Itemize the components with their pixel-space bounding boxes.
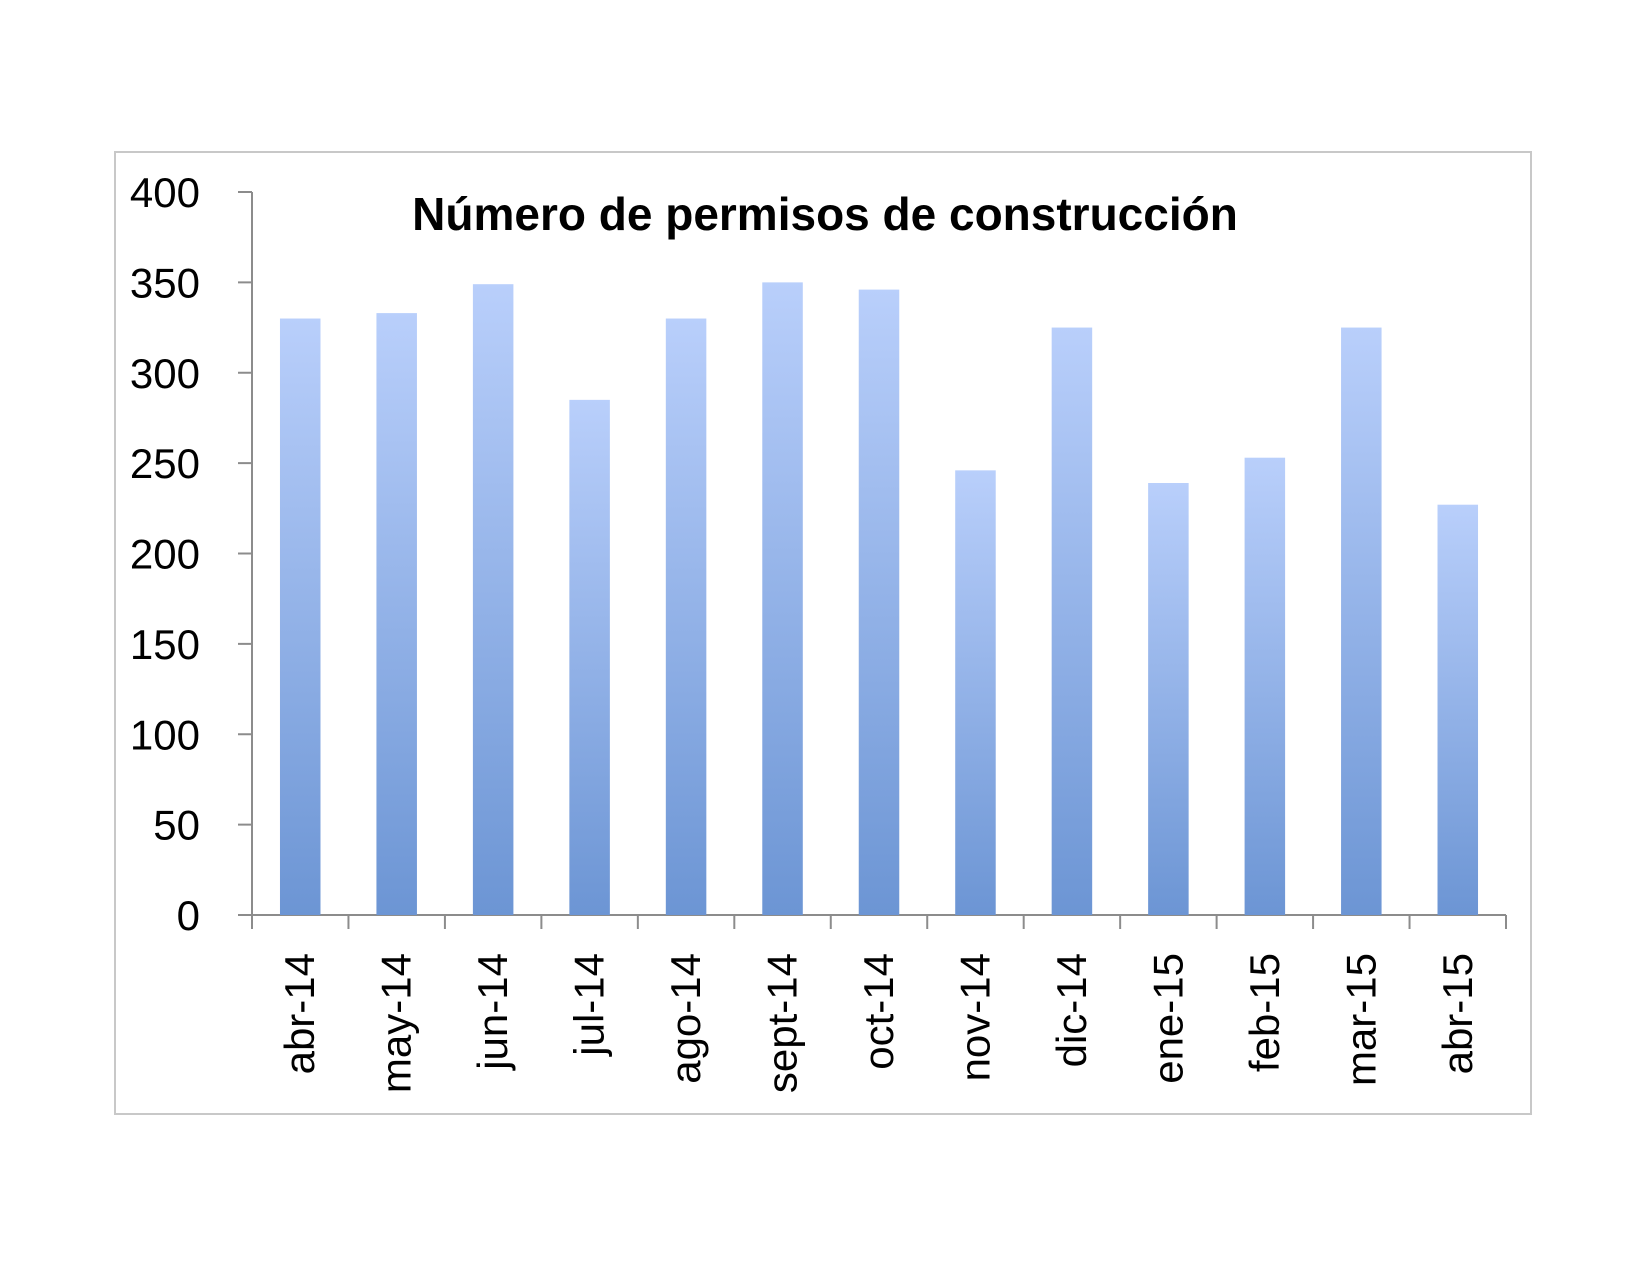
y-tick-label: 150: [130, 621, 200, 668]
x-tick-label: oct-14: [855, 953, 902, 1070]
bar-ago-14: [665, 318, 707, 915]
x-tick-label: jun-14: [469, 953, 516, 1072]
bar-abr-15: [1437, 504, 1479, 915]
x-tick-label: jul-14: [566, 953, 613, 1058]
chart-frame: [114, 151, 1532, 1115]
x-tick-label: dic-14: [1048, 953, 1095, 1067]
x-tick-label: abr-15: [1434, 953, 1481, 1074]
bar-mar-15: [1341, 327, 1382, 915]
x-tick-label: sept-14: [759, 953, 806, 1093]
x-axis: abr-14 may-14 jun-14 jul-14 ago-14 sept-14 oct…: [251, 914, 1507, 1093]
y-tick-label: 0: [177, 892, 200, 939]
bar-sept-14: [762, 282, 803, 915]
y-tick-label: 350: [130, 259, 200, 306]
chart-title: Número de permisos de construcción: [412, 188, 1238, 240]
x-tick-label: nov-14: [951, 953, 998, 1081]
x-tick-label: ene-15: [1144, 953, 1191, 1084]
x-tick-label: mar-15: [1337, 953, 1384, 1086]
y-tick-label: 400: [130, 169, 200, 216]
y-tick-label: 300: [130, 350, 200, 397]
bar-jun-14: [472, 284, 514, 915]
y-axis: 0 50 100 150 200 250 300 350 400: [130, 169, 253, 939]
y-tick-label: 250: [130, 440, 200, 487]
y-tick-label: 200: [130, 531, 200, 578]
bar-abr-14: [279, 318, 321, 915]
bar-nov-14: [955, 470, 996, 915]
x-tick-label: ago-14: [662, 953, 709, 1084]
y-tick-label: 100: [130, 711, 200, 758]
bar-oct-14: [858, 289, 900, 916]
bar-may-14: [376, 313, 417, 915]
bar-ene-15: [1148, 483, 1189, 915]
x-tick-label: feb-15: [1241, 953, 1288, 1072]
x-tick-label: abr-14: [276, 953, 323, 1074]
y-tick-label: 50: [153, 802, 200, 849]
bar-feb-15: [1244, 457, 1286, 915]
bars: [279, 282, 1479, 916]
x-tick-label: may-14: [373, 953, 420, 1093]
bar-jul-14: [569, 399, 610, 915]
bar-dic-14: [1051, 327, 1093, 915]
